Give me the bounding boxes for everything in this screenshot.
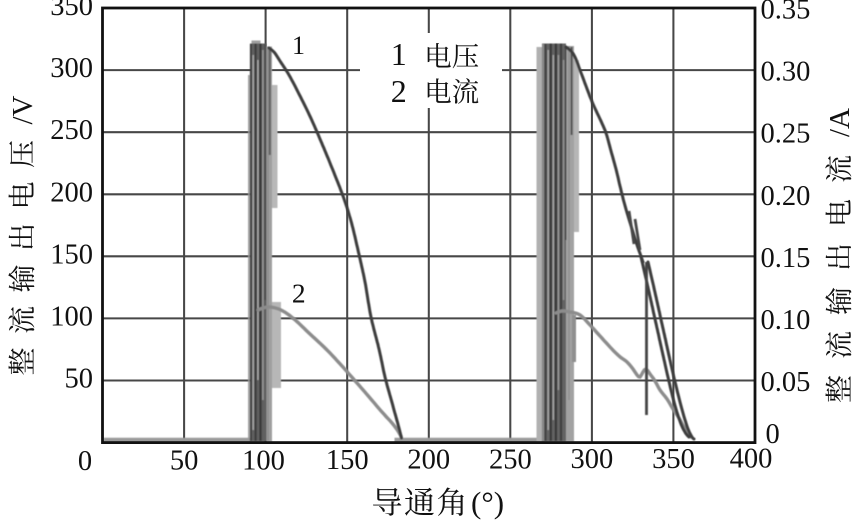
svg-text:(°): (°)	[471, 485, 504, 520]
svg-text:0: 0	[766, 419, 780, 450]
svg-text:1: 1	[391, 36, 407, 72]
svg-text:0.20: 0.20	[761, 181, 811, 212]
svg-text:0.05: 0.05	[761, 367, 811, 398]
svg-text:/V: /V	[7, 95, 39, 124]
svg-text:0.15: 0.15	[761, 243, 811, 274]
svg-text:2: 2	[391, 73, 407, 109]
svg-text:0.35: 0.35	[761, 0, 811, 26]
svg-text:1: 1	[292, 31, 305, 60]
svg-text:300: 300	[50, 53, 93, 84]
svg-text:100: 100	[50, 301, 93, 332]
svg-text:0.25: 0.25	[761, 119, 811, 150]
svg-text:200: 200	[50, 177, 93, 208]
svg-text:200: 200	[407, 445, 450, 476]
svg-text:100: 100	[242, 445, 285, 476]
svg-text:50: 50	[170, 446, 199, 477]
svg-text:150: 150	[326, 445, 369, 476]
svg-text:350: 350	[652, 444, 695, 475]
svg-text:/A: /A	[824, 108, 856, 137]
svg-text:0.10: 0.10	[761, 305, 811, 336]
svg-text:2: 2	[292, 277, 306, 308]
svg-text:0: 0	[78, 446, 92, 477]
svg-text:400: 400	[730, 444, 773, 475]
svg-text:150: 150	[50, 239, 93, 270]
svg-text:350: 350	[50, 0, 93, 22]
svg-text:300: 300	[571, 444, 614, 475]
svg-text:50: 50	[65, 364, 94, 395]
svg-text:250: 250	[489, 444, 532, 475]
svg-text:0.30: 0.30	[761, 57, 811, 88]
svg-text:250: 250	[50, 115, 93, 146]
